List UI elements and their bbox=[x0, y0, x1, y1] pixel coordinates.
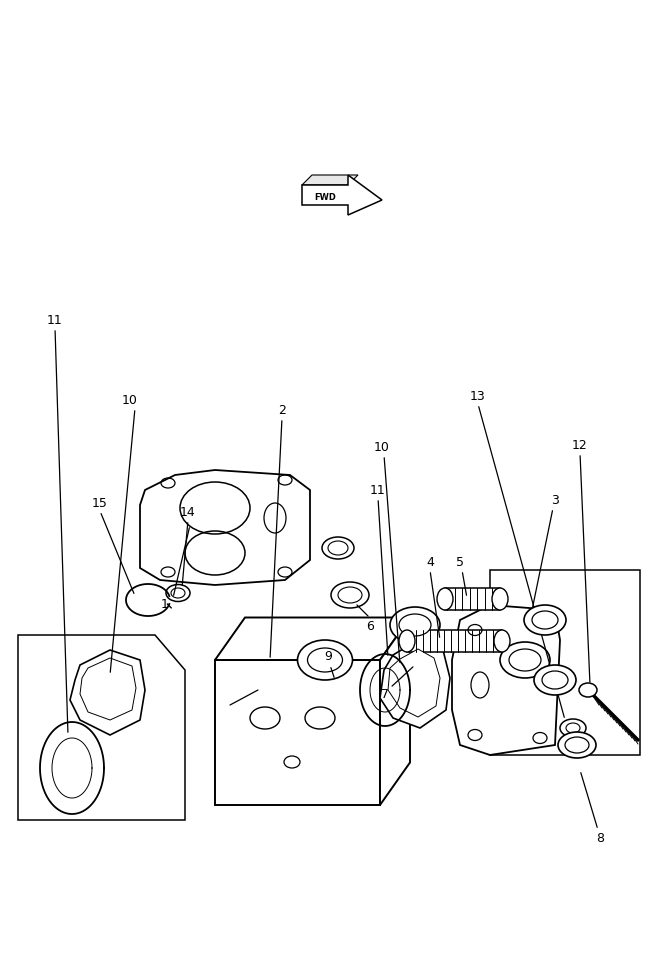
Polygon shape bbox=[80, 658, 136, 720]
Ellipse shape bbox=[558, 732, 596, 758]
Text: 13: 13 bbox=[470, 389, 486, 402]
Text: 4: 4 bbox=[426, 555, 434, 569]
Ellipse shape bbox=[560, 719, 586, 737]
Ellipse shape bbox=[297, 640, 352, 680]
Bar bbox=[407, 630, 502, 652]
Ellipse shape bbox=[307, 648, 342, 672]
Text: 1: 1 bbox=[161, 598, 169, 612]
Ellipse shape bbox=[494, 630, 510, 652]
Text: FWD: FWD bbox=[314, 192, 336, 202]
Text: 5: 5 bbox=[456, 555, 464, 569]
Ellipse shape bbox=[338, 587, 362, 603]
Ellipse shape bbox=[322, 537, 354, 559]
Polygon shape bbox=[388, 649, 440, 717]
Text: 12: 12 bbox=[572, 439, 588, 451]
Text: 6: 6 bbox=[366, 619, 374, 633]
Text: 10: 10 bbox=[122, 394, 138, 406]
Polygon shape bbox=[302, 175, 382, 215]
Polygon shape bbox=[302, 175, 358, 185]
Ellipse shape bbox=[166, 584, 190, 601]
Ellipse shape bbox=[579, 683, 597, 697]
Ellipse shape bbox=[390, 607, 440, 643]
Text: 14: 14 bbox=[180, 506, 196, 518]
Polygon shape bbox=[215, 618, 410, 660]
Text: 15: 15 bbox=[92, 496, 108, 510]
Ellipse shape bbox=[542, 671, 568, 689]
Ellipse shape bbox=[532, 611, 558, 629]
Ellipse shape bbox=[328, 541, 348, 555]
Bar bbox=[445, 588, 500, 610]
Polygon shape bbox=[380, 640, 450, 728]
Ellipse shape bbox=[399, 630, 415, 652]
Ellipse shape bbox=[500, 642, 550, 678]
Text: 8: 8 bbox=[596, 832, 604, 844]
Ellipse shape bbox=[534, 665, 576, 695]
Ellipse shape bbox=[399, 614, 431, 636]
Text: 10: 10 bbox=[374, 441, 390, 453]
Text: 3: 3 bbox=[551, 493, 559, 507]
Ellipse shape bbox=[565, 737, 589, 753]
Ellipse shape bbox=[331, 582, 369, 608]
Text: 7: 7 bbox=[381, 688, 389, 702]
Polygon shape bbox=[452, 605, 560, 755]
Bar bbox=[215, 660, 380, 805]
Polygon shape bbox=[380, 618, 410, 805]
Ellipse shape bbox=[492, 588, 508, 610]
Text: 11: 11 bbox=[47, 314, 63, 327]
Polygon shape bbox=[70, 650, 145, 735]
Ellipse shape bbox=[524, 605, 566, 635]
Polygon shape bbox=[140, 470, 310, 585]
Text: 11: 11 bbox=[370, 484, 386, 496]
Text: 9: 9 bbox=[324, 650, 332, 663]
Ellipse shape bbox=[566, 723, 580, 733]
Ellipse shape bbox=[437, 588, 453, 610]
Text: 2: 2 bbox=[278, 403, 286, 417]
Ellipse shape bbox=[171, 588, 185, 598]
Ellipse shape bbox=[509, 649, 541, 671]
